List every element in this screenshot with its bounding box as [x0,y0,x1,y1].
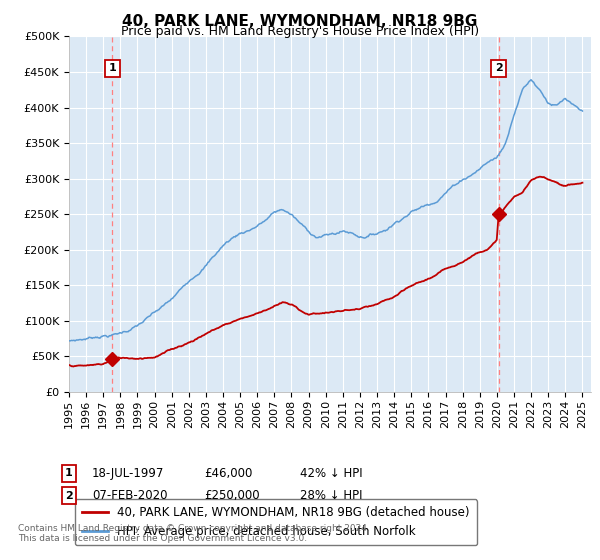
Text: £250,000: £250,000 [204,489,260,502]
Text: 07-FEB-2020: 07-FEB-2020 [92,489,167,502]
Text: 1: 1 [109,63,116,73]
Text: 42% ↓ HPI: 42% ↓ HPI [300,466,362,480]
Text: 1: 1 [65,468,73,478]
Text: 28% ↓ HPI: 28% ↓ HPI [300,489,362,502]
Text: 2: 2 [65,491,73,501]
Text: £46,000: £46,000 [204,466,253,480]
Text: 2: 2 [495,63,502,73]
Text: Price paid vs. HM Land Registry's House Price Index (HPI): Price paid vs. HM Land Registry's House … [121,25,479,38]
Text: Contains HM Land Registry data © Crown copyright and database right 2024.
This d: Contains HM Land Registry data © Crown c… [18,524,370,543]
Text: 40, PARK LANE, WYMONDHAM, NR18 9BG: 40, PARK LANE, WYMONDHAM, NR18 9BG [122,14,478,29]
Text: 18-JUL-1997: 18-JUL-1997 [92,466,164,480]
Legend: 40, PARK LANE, WYMONDHAM, NR18 9BG (detached house), HPI: Average price, detache: 40, PARK LANE, WYMONDHAM, NR18 9BG (deta… [75,500,477,545]
